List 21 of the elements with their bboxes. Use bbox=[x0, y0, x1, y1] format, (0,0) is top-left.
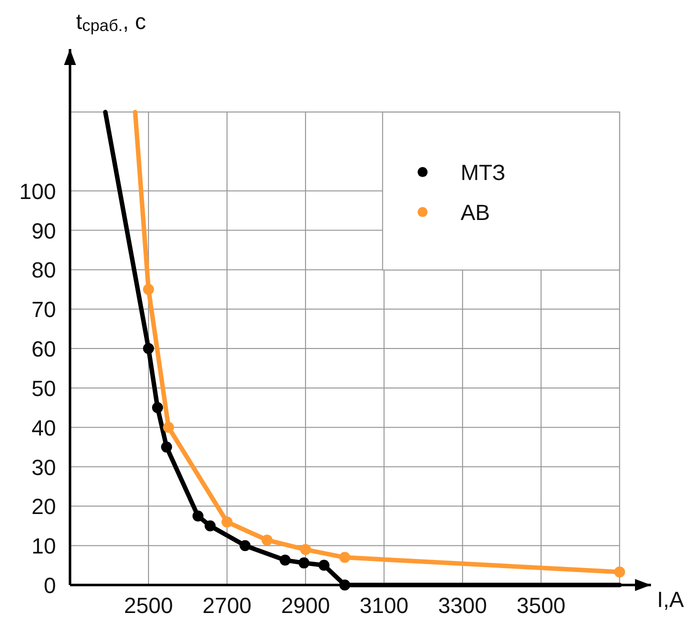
y-tick-label: 40 bbox=[32, 415, 56, 440]
x-tick-label: 3300 bbox=[438, 593, 488, 618]
y-tick-label: 80 bbox=[32, 258, 56, 283]
y-tick-label: 50 bbox=[32, 376, 56, 401]
x-tick-label: 3100 bbox=[360, 593, 409, 618]
x-tick-label: 2500 bbox=[124, 593, 173, 618]
x-axis-title: I,А bbox=[657, 587, 684, 612]
x-tick-label: 2700 bbox=[202, 593, 252, 618]
x-tick-label: 2900 bbox=[281, 593, 330, 618]
y-tick-label: 10 bbox=[32, 534, 56, 559]
legend-label: МТЗ bbox=[460, 160, 506, 186]
y-tick-label: 0 bbox=[44, 573, 56, 598]
x-tick-label: 3500 bbox=[516, 593, 566, 618]
y-tick-label: 60 bbox=[32, 336, 56, 362]
y-axis-title: t$_{сраб.}$, с bbox=[76, 9, 146, 35]
legend-label: АВ bbox=[460, 200, 490, 226]
y-tick-label: 20 bbox=[32, 494, 56, 520]
y-tick-label: 90 bbox=[32, 218, 56, 244]
y-tick-label: 100 bbox=[19, 178, 56, 204]
y-tick-label: 30 bbox=[32, 454, 56, 480]
y-tick-label: 70 bbox=[32, 297, 56, 322]
